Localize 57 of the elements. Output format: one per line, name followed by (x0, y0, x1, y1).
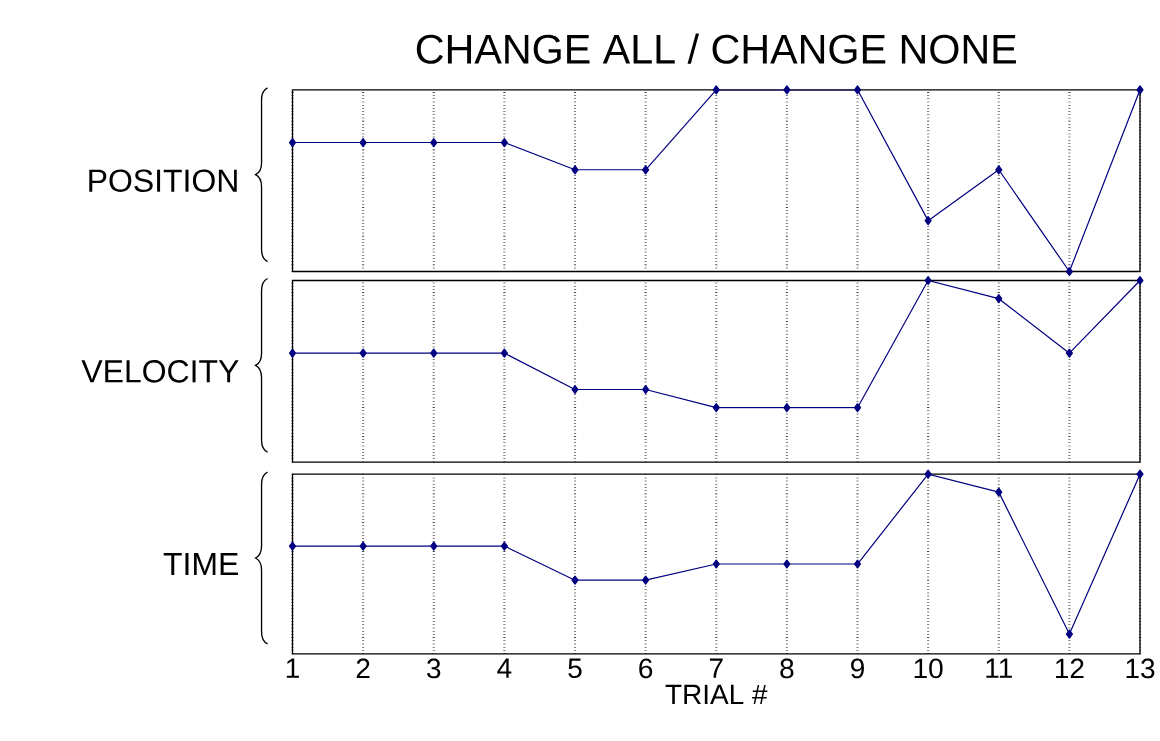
point (783, 559, 791, 569)
x-tick-label: 7 (709, 658, 723, 678)
x-tick-label: 10 (914, 658, 943, 679)
point (712, 85, 720, 95)
point (642, 575, 650, 585)
x-tick-label: 5 (568, 658, 582, 679)
point (1065, 267, 1073, 277)
x-tick-label: 2 (356, 658, 370, 679)
point (500, 541, 508, 551)
point (359, 541, 367, 551)
x-tick-label: 1 (286, 658, 299, 678)
point (712, 403, 720, 413)
point (288, 348, 297, 358)
x-axis-title: TRIAL # (665, 684, 768, 705)
point (359, 348, 367, 358)
point (642, 165, 650, 175)
point (1136, 276, 1144, 286)
point (1065, 629, 1073, 639)
point (288, 138, 297, 148)
point (430, 348, 438, 358)
x-tick-label: 4 (497, 658, 512, 678)
point (853, 559, 862, 569)
point (1136, 85, 1144, 95)
x-tick-label: 13 (1126, 658, 1155, 679)
point (642, 385, 650, 395)
point (995, 165, 1003, 175)
y-axis-title: VELOCITY (81, 360, 239, 383)
point (571, 385, 579, 395)
point (430, 541, 438, 551)
y-axis-title: TIME (163, 553, 238, 576)
point (500, 138, 508, 148)
y-axis-title: POSITION (89, 169, 237, 193)
point (853, 403, 862, 413)
point (853, 85, 862, 95)
point (1065, 348, 1073, 358)
point (500, 348, 508, 358)
point (712, 559, 720, 569)
point (924, 469, 932, 479)
x-tick-label: 9 (851, 658, 864, 679)
point (924, 276, 932, 286)
point (783, 403, 791, 413)
x-tick-label: 8 (780, 658, 794, 679)
point (430, 138, 438, 148)
point (995, 487, 1003, 497)
point (1136, 469, 1144, 479)
x-tick-label: 3 (427, 658, 441, 679)
x-tick-label: 6 (639, 658, 653, 679)
point (288, 541, 297, 551)
chart-title: CHANGE ALL / CHANGE NONE (416, 33, 1016, 64)
x-tick-label: 12 (1055, 658, 1084, 679)
point (783, 85, 791, 95)
point (995, 294, 1003, 304)
point (571, 575, 579, 585)
point (571, 165, 579, 175)
point (359, 138, 367, 148)
x-tick-label: 11 (986, 658, 1012, 678)
point (924, 216, 932, 226)
